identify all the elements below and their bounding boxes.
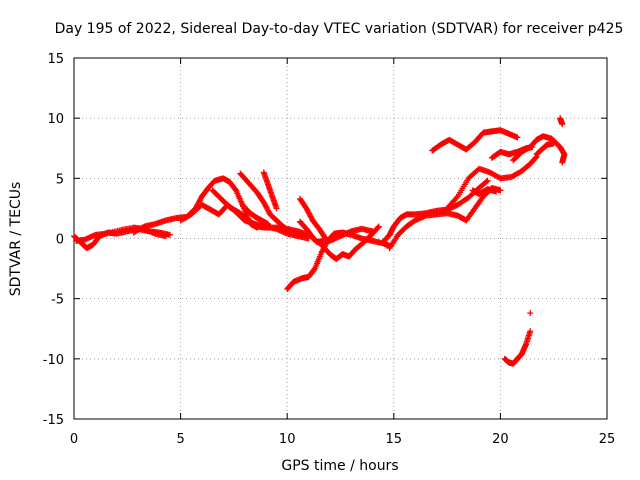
x-tick-label: 15 <box>386 432 403 447</box>
y-tick-label: 10 <box>47 112 64 127</box>
data-point <box>320 237 327 244</box>
series-track-n <box>386 184 504 252</box>
data-point <box>514 134 521 141</box>
x-tick-label: 5 <box>176 432 184 447</box>
y-axis-label: SDTVAR / TECUs <box>8 182 24 297</box>
x-tick-labels: 0 5 10 15 20 25 <box>70 432 615 447</box>
series-track-g <box>260 169 280 212</box>
series-track-x <box>469 186 500 197</box>
data-point <box>493 188 500 195</box>
data-point <box>559 159 566 166</box>
data-point <box>559 121 566 128</box>
data-point <box>166 231 173 238</box>
data-point <box>453 194 460 201</box>
data-point <box>265 221 272 228</box>
y-tick-label: 5 <box>56 172 64 187</box>
data-point <box>254 224 261 231</box>
series-track-t <box>557 115 566 128</box>
data-point <box>484 177 491 184</box>
data-point <box>369 228 376 235</box>
data-point <box>483 178 490 185</box>
y-tick-label: 15 <box>47 52 64 67</box>
series-track-f <box>237 170 303 238</box>
x-axis-label: GPS time / hours <box>281 458 398 474</box>
y-tick-label: -5 <box>51 293 64 308</box>
series-track-p <box>444 153 540 212</box>
series-track-k <box>309 223 382 262</box>
series-track-w <box>296 218 327 246</box>
data-point <box>550 140 557 147</box>
series-track-i <box>296 195 329 242</box>
data-point <box>527 310 534 317</box>
data-point <box>375 223 382 230</box>
y-tick-label: 0 <box>56 233 64 248</box>
series-track-u <box>501 328 534 367</box>
x-tick-label: 25 <box>599 432 616 447</box>
data-point <box>527 328 534 335</box>
chart-title: Day 195 of 2022, Sidereal Day-to-day VTE… <box>55 21 624 37</box>
data-point <box>532 154 539 161</box>
series-track-h <box>239 201 272 228</box>
x-tick-label: 0 <box>70 432 78 447</box>
data-point <box>162 233 169 240</box>
y-tick-label: -15 <box>43 413 64 428</box>
x-tick-label: 20 <box>492 432 509 447</box>
data-point <box>497 187 504 194</box>
y-tick-label: -10 <box>43 353 64 368</box>
y-tick-labels: -15 -10 -5 0 5 10 15 <box>43 52 64 428</box>
series-track-l <box>326 225 376 244</box>
series-track-e <box>209 187 261 231</box>
series-track-o <box>429 127 521 154</box>
series-track-v <box>527 310 534 317</box>
data-point <box>273 205 280 212</box>
series-track-s <box>533 140 557 158</box>
data-point <box>296 231 303 238</box>
data-markers <box>71 115 568 367</box>
x-tick-label: 10 <box>279 432 296 447</box>
data-point <box>321 234 328 241</box>
data-point <box>375 224 382 231</box>
